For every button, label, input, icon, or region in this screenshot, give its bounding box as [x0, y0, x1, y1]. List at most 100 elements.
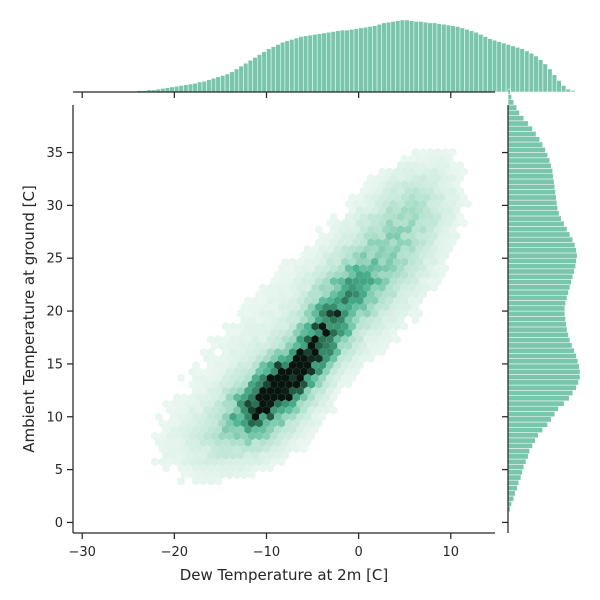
hexbin-cell — [367, 212, 375, 222]
hexbin-cell — [303, 296, 312, 305]
hexbin-cell — [318, 296, 327, 305]
hexbin-cell — [408, 206, 416, 215]
top-histogram-bar — [233, 68, 240, 93]
hexbin-cell — [221, 399, 230, 409]
right-histogram-bar — [507, 495, 515, 502]
top-histogram-bar — [210, 78, 217, 93]
hexbin-cell — [411, 238, 420, 247]
hexbin-cell — [385, 296, 394, 305]
right-histogram-bar — [507, 374, 581, 381]
hexbin-cell — [281, 360, 289, 370]
hexbin-cell — [274, 347, 282, 357]
hexbin-cell — [203, 418, 211, 428]
hexbin-cell — [415, 231, 424, 241]
hexbin-cell — [162, 425, 170, 434]
hexbin-cell — [151, 431, 159, 441]
hexbin-cell — [322, 393, 330, 402]
hexbin-cell — [307, 367, 316, 376]
hexbin-cell — [229, 412, 237, 422]
right-histogram-bar — [507, 257, 577, 264]
hexbin-cell — [270, 457, 278, 467]
hexbin-cell — [318, 399, 327, 409]
top-histogram-bar — [270, 46, 276, 93]
hexbin-cell — [259, 322, 267, 331]
hexbin-cell — [396, 225, 405, 234]
hexbin-cell — [236, 451, 245, 460]
hexbin-cell — [240, 328, 249, 338]
hexbin-cell — [221, 451, 230, 460]
hexbin-cell — [370, 283, 379, 293]
top-histogram-bar — [561, 85, 567, 93]
hexbin-cell — [437, 180, 446, 189]
hexbin-cell — [396, 186, 405, 196]
hexbin-cell — [244, 360, 252, 370]
hexbin-cell — [352, 238, 360, 247]
hexbin-cell — [326, 244, 334, 254]
top-histogram-bar — [247, 60, 253, 93]
hexbin-cell — [151, 457, 159, 467]
hexbin-cell — [296, 347, 304, 357]
hexbin-cell — [225, 380, 234, 389]
hexbin-cell — [214, 386, 222, 396]
hexbin-cell — [411, 160, 420, 170]
hexbin-cell — [393, 244, 401, 254]
hexbin-cell — [259, 283, 267, 293]
hexbin-cell — [311, 283, 319, 293]
hexbin-cell — [214, 425, 222, 434]
hexbin-cell — [315, 277, 323, 286]
hexbin-cell — [396, 289, 405, 299]
hexbin-cell — [296, 257, 304, 267]
hexbin-cell — [356, 231, 364, 241]
hexbin-cell — [207, 373, 215, 383]
hexbin-cell — [393, 309, 401, 318]
hexbin-cell — [240, 418, 249, 428]
hexbin-cell — [441, 148, 450, 157]
right-histogram-bar — [507, 485, 518, 491]
hexbin-cell — [318, 373, 327, 383]
right-histogram-bar — [507, 411, 556, 418]
hexbin-cell — [367, 173, 375, 183]
hexbin-cell — [370, 309, 379, 318]
top-histogram-bar — [187, 83, 194, 93]
right-histogram-bar — [507, 157, 551, 164]
hexbin-cell — [307, 341, 316, 351]
hexbin-cell — [307, 406, 316, 415]
hexbin-cell — [389, 315, 397, 325]
top-marginal-histogram — [128, 19, 576, 93]
hexbin-cell — [203, 470, 211, 480]
hexbin-cell — [382, 199, 390, 209]
hexbin-cell — [180, 418, 189, 428]
hexbin-cell — [329, 406, 338, 415]
hexbin-cell — [218, 341, 226, 351]
right-histogram-bar — [507, 289, 569, 296]
hexbin-cell — [374, 173, 383, 183]
hexbin-cell — [274, 451, 282, 460]
hexbin-cell — [311, 309, 319, 318]
hexbin-cell — [240, 470, 249, 480]
hexbin-cell — [326, 347, 334, 357]
hexbin-cell — [259, 438, 267, 447]
hexbin-cell — [344, 328, 353, 338]
hexbin-cell — [352, 328, 360, 338]
hexbin-cell — [266, 425, 275, 434]
hexbin-cell — [333, 270, 342, 280]
top-histogram-bar — [390, 21, 396, 93]
hexbin-cell — [262, 354, 271, 363]
hexbin-cell — [251, 451, 260, 460]
hexbin-cell — [292, 354, 301, 363]
hexbin-cell — [221, 373, 230, 383]
hexbin-cell — [248, 328, 256, 338]
hexbin-cell — [333, 218, 342, 228]
hexbin-cell — [344, 354, 353, 363]
hexbin-cell — [363, 309, 371, 318]
hexbin-cell — [415, 283, 424, 293]
hexbin-cell — [288, 399, 297, 409]
hexbin-cell — [270, 315, 278, 325]
hexbin-cell — [274, 270, 282, 280]
hexbin-cell — [374, 212, 383, 222]
hexbin-cell — [363, 296, 371, 305]
hexbin-cell — [434, 186, 442, 196]
hexbin-cell — [244, 425, 252, 434]
hexbin-cell — [207, 386, 215, 396]
top-histogram-bar — [330, 31, 336, 93]
